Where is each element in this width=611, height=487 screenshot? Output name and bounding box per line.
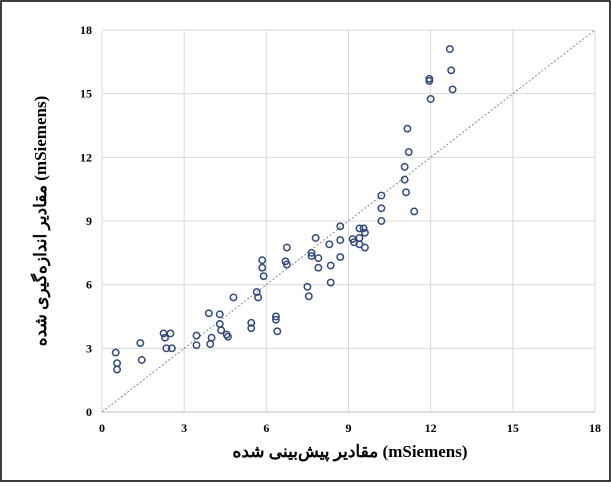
- x-axis-label: مقادیر پیش‌بینی شده (mSiemens): [232, 442, 467, 462]
- point: [326, 278, 335, 287]
- point: [215, 310, 224, 319]
- point: [410, 207, 419, 216]
- point: [224, 332, 232, 341]
- point: [400, 162, 409, 171]
- point: [447, 66, 456, 75]
- point: [271, 312, 280, 321]
- x-tick-label: 0: [99, 421, 105, 435]
- point: [273, 327, 282, 336]
- point: [403, 124, 412, 133]
- point: [162, 344, 171, 353]
- point: [325, 240, 334, 249]
- point: [161, 333, 169, 342]
- y-tick-label: 18: [80, 23, 92, 37]
- point: [314, 263, 323, 272]
- point: [445, 45, 454, 54]
- point: [247, 324, 256, 333]
- y-axis-label: مقادیر اندازه‌گیری شده (mSiemens): [30, 96, 51, 347]
- point: [425, 76, 434, 85]
- point: [426, 95, 435, 103]
- point: [166, 329, 175, 338]
- point: [355, 224, 364, 233]
- point: [404, 148, 413, 156]
- point: [360, 243, 369, 252]
- y-tick-label: 0: [86, 405, 92, 419]
- point: [258, 256, 267, 265]
- y-tick-label: 15: [80, 87, 92, 101]
- point: [377, 191, 386, 200]
- point: [137, 356, 146, 364]
- point: [229, 293, 238, 302]
- y-tick-label: 6: [86, 278, 92, 292]
- point: [247, 318, 256, 327]
- point: [377, 217, 386, 225]
- point: [311, 234, 320, 242]
- point: [271, 315, 280, 324]
- point: [307, 252, 316, 260]
- y-tick-label: 12: [80, 150, 92, 164]
- point: [136, 339, 145, 347]
- point: [259, 272, 268, 281]
- point: [326, 261, 335, 270]
- point: [336, 222, 345, 231]
- point: [192, 331, 201, 340]
- point: [314, 254, 323, 263]
- point: [192, 341, 201, 350]
- point: [336, 253, 345, 262]
- x-tick-label: 18: [589, 421, 601, 435]
- x-tick-label: 12: [425, 421, 437, 435]
- point: [304, 292, 313, 301]
- point: [217, 326, 226, 335]
- point: [307, 248, 316, 257]
- point: [206, 340, 215, 349]
- point: [360, 228, 369, 237]
- x-tick-label: 3: [181, 421, 187, 435]
- point: [355, 234, 364, 242]
- point: [359, 224, 368, 233]
- point: [402, 188, 410, 197]
- point: [377, 204, 386, 213]
- point: [252, 288, 261, 297]
- y-tick-label: 3: [86, 341, 92, 355]
- point: [303, 282, 312, 291]
- point: [167, 344, 176, 353]
- point: [254, 293, 263, 302]
- point: [336, 236, 345, 245]
- point: [282, 260, 291, 269]
- point: [111, 348, 120, 357]
- point: [448, 85, 457, 94]
- x-tick-label: 9: [346, 421, 352, 435]
- x-tick-label: 6: [263, 421, 269, 435]
- point: [113, 365, 122, 374]
- point: [282, 243, 291, 252]
- point: [258, 263, 267, 272]
- point: [400, 175, 409, 184]
- x-tick-label: 15: [507, 421, 519, 435]
- y-tick-label: 9: [86, 214, 92, 228]
- point: [204, 309, 213, 318]
